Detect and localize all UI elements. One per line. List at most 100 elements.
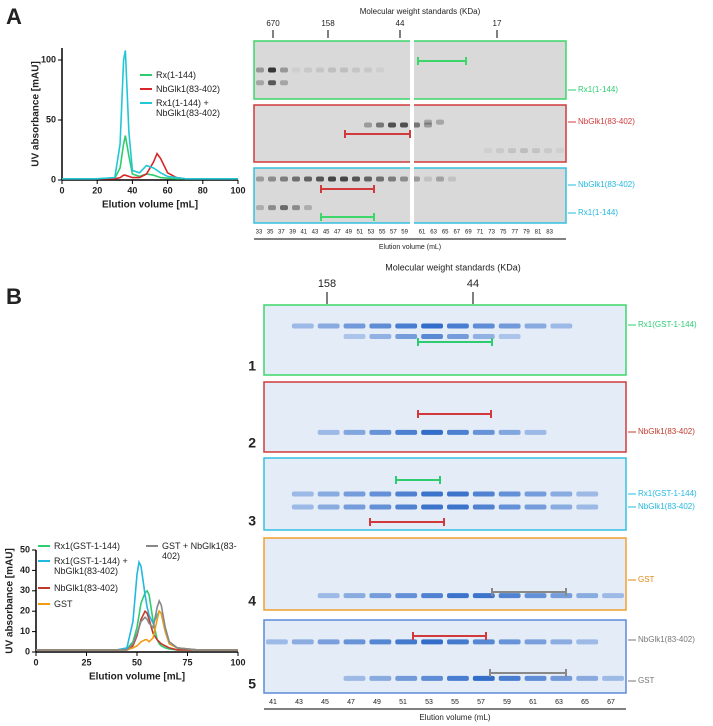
gel-band: [395, 334, 418, 339]
gel-band: [268, 67, 276, 73]
gel-band: [472, 504, 495, 510]
gel-band: [544, 148, 552, 154]
legend-label: Rx1(GST-1-144): [54, 541, 121, 551]
y-tick-label: 20: [20, 606, 30, 616]
legend-entry: GST: [38, 599, 138, 609]
lane-label: 67: [607, 699, 615, 706]
gel-band: [395, 504, 418, 510]
gel-band: [317, 491, 340, 497]
x-tick-label: 20: [92, 185, 102, 195]
legend-entry: GST + NbGlk1(83-402): [146, 541, 238, 561]
gel-band: [576, 675, 599, 681]
lane-label: 37: [278, 230, 285, 236]
y-tick-label: 40: [20, 565, 30, 575]
lane-label: 43: [295, 699, 303, 706]
lane-label: 59: [401, 230, 408, 236]
marker-label: 44: [467, 278, 479, 290]
series-line: [62, 135, 238, 180]
gel-band: [369, 639, 392, 645]
panel-label: A: [6, 4, 22, 29]
gel-band: [447, 429, 469, 435]
gel-band: [328, 67, 336, 73]
x-tick-label: 75: [182, 657, 192, 667]
x-tick-label: 0: [59, 185, 64, 195]
x-tick-label: 0: [33, 657, 38, 667]
lane-label: 69: [465, 230, 472, 236]
legend-entry: Rx1(GST-1-144) + NbGlk1(83-402): [38, 556, 142, 576]
y-tick-label: 50: [20, 544, 30, 554]
gel-title: Molecular weight standards (KDa): [360, 7, 481, 16]
gel-band: [498, 675, 521, 681]
lane-label: 43: [312, 230, 319, 236]
gel-band: [395, 639, 418, 645]
gel-band: [520, 148, 528, 154]
gel-band: [316, 67, 324, 73]
gel-band: [498, 504, 521, 510]
gel-band: [352, 67, 360, 73]
x-axis-label: Elution volume [mL]: [102, 200, 198, 211]
legend-entry: NbGlk1(83-402): [140, 84, 240, 94]
y-tick-label: 0: [51, 174, 56, 184]
gel-band: [524, 491, 547, 497]
legend-swatch: [38, 560, 50, 562]
x-tick-label: 40: [127, 185, 137, 195]
gel-band: [447, 334, 469, 339]
gel-band: [369, 675, 392, 681]
gel-band: [280, 67, 288, 73]
gel-band: [317, 504, 340, 510]
legend-label: GST: [54, 599, 73, 609]
marker-label: 17: [493, 19, 502, 28]
x-axis-label: Elution volume [mL]: [89, 672, 185, 683]
lane-label: 57: [477, 699, 485, 706]
gel-band: [395, 429, 418, 435]
gel-band: [316, 176, 324, 182]
lane-label: 79: [523, 230, 530, 236]
gel-band: [291, 323, 314, 329]
gel-band: [256, 67, 264, 73]
gel-band: [280, 205, 288, 211]
y-axis-label: UV absorbance [mAU]: [5, 548, 16, 654]
gel-band: [256, 205, 264, 211]
gel-band: [304, 205, 312, 211]
lane-label: 53: [425, 699, 433, 706]
lane-label: 33: [256, 230, 263, 236]
gel-label: GST: [638, 676, 655, 685]
y-axis-label: UV absorbance [mAU]: [31, 61, 42, 167]
lane-label: 39: [289, 230, 296, 236]
gel-band: [343, 504, 366, 510]
gel-band: [280, 80, 288, 86]
gel-label: Rx1(1-144): [578, 85, 618, 94]
gel-label: GST: [638, 575, 655, 584]
gel-band: [421, 504, 443, 510]
legend-swatch: [38, 603, 50, 605]
gel-band: [550, 491, 573, 497]
gel-band: [448, 176, 456, 182]
lane-label: 51: [399, 699, 407, 706]
gel-band: [369, 334, 392, 339]
gel-band: [292, 176, 300, 182]
lane-label: 63: [430, 230, 437, 236]
gel-band: [369, 504, 392, 510]
gel-band: [496, 148, 504, 154]
gel-xlabel: Elution volume (mL): [379, 244, 441, 251]
gel-band: [364, 122, 372, 128]
legend-entry: Rx1(GST-1-144): [38, 541, 138, 551]
gel-band: [524, 323, 547, 329]
gel-band: [602, 675, 624, 681]
gel-band: [550, 675, 573, 681]
gel-band: [550, 593, 573, 599]
lane-label: 53: [368, 230, 375, 236]
lane-label: 75: [500, 230, 507, 236]
gel-band: [421, 334, 443, 339]
gel-band: [343, 334, 366, 339]
gel-band: [268, 176, 276, 182]
gel-band: [317, 639, 340, 645]
legend-label: Rx(1-144): [156, 70, 197, 80]
gel-band: [369, 323, 392, 329]
gel-label: NbGlk1(83-402): [638, 635, 695, 644]
gel-band: [364, 67, 372, 73]
x-tick-label: 25: [81, 657, 91, 667]
gel-band: [376, 176, 384, 182]
